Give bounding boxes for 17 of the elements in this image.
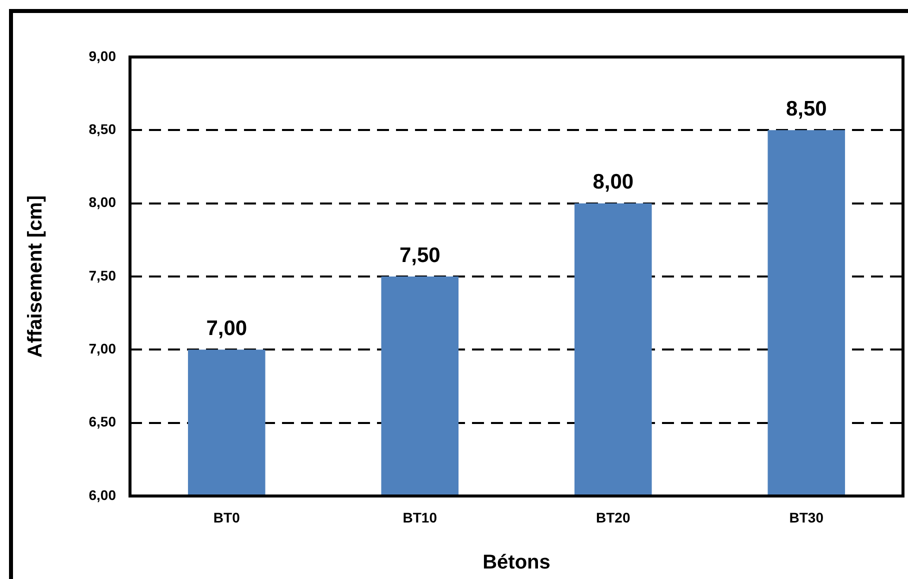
data-label: 8,50 (786, 97, 827, 120)
y-tick-label: 8,00 (88, 194, 116, 210)
x-tick-label: BT10 (402, 509, 438, 526)
x-axis-title: Bétons (482, 552, 550, 574)
y-tick-label: 7,50 (88, 267, 116, 284)
y-tick-label: 6,00 (88, 486, 116, 503)
data-label: 7,50 (399, 244, 440, 267)
y-tick-label: 9,00 (88, 48, 116, 64)
y-tick-label: 7,00 (88, 340, 116, 357)
x-tick-label: BT0 (213, 509, 240, 526)
x-tick-label: BT30 (789, 509, 824, 526)
data-label: 8,00 (592, 170, 634, 194)
data-label: 7,00 (206, 316, 248, 340)
x-tick-label: BT20 (596, 509, 630, 526)
y-tick-label: 6,50 (88, 414, 116, 430)
y-tick-label: 8,50 (88, 121, 116, 138)
y-axis-title: Affaisement [cm] (24, 195, 47, 358)
